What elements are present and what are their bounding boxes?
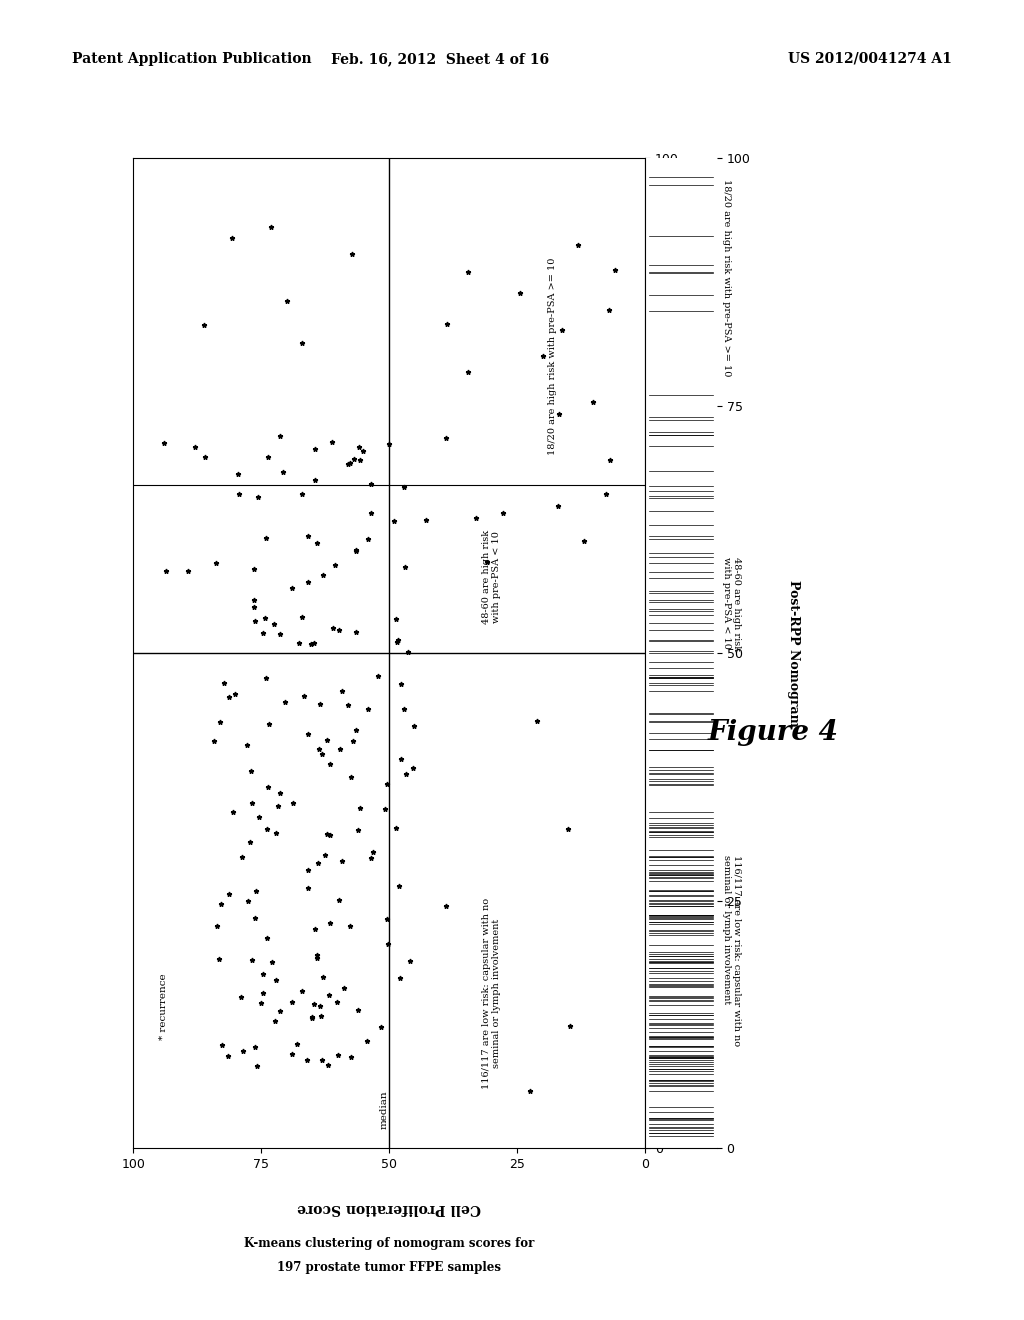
Text: 18/20 are high risk with pre-PSA >= 10: 18/20 are high risk with pre-PSA >= 10 — [722, 178, 731, 376]
Text: Post-RPP Nomogram: Post-RPP Nomogram — [787, 579, 800, 727]
Text: K-means clustering of nomogram scores for: K-means clustering of nomogram scores fo… — [244, 1237, 535, 1250]
Text: US 2012/0041274 A1: US 2012/0041274 A1 — [788, 51, 952, 66]
Text: Feb. 16, 2012  Sheet 4 of 16: Feb. 16, 2012 Sheet 4 of 16 — [331, 51, 550, 66]
Text: 48-60 are high risk
with pre-PSA < 10: 48-60 are high risk with pre-PSA < 10 — [482, 529, 501, 624]
Text: 18/20 are high risk with pre-PSA >= 10: 18/20 are high risk with pre-PSA >= 10 — [549, 257, 557, 455]
Text: 116/117 are low risk: capsular with no
seminal or lymph involvement: 116/117 are low risk: capsular with no s… — [722, 855, 741, 1045]
Text: median: median — [380, 1090, 388, 1129]
Text: * recurrence: * recurrence — [160, 973, 168, 1040]
Text: 48-60 are high risk
with pre-PSA < 10: 48-60 are high risk with pre-PSA < 10 — [722, 557, 741, 651]
Text: 116/117 are low risk: capsular with no
seminal or lymph involvement: 116/117 are low risk: capsular with no s… — [482, 898, 501, 1089]
Text: Cell Proliferation Score: Cell Proliferation Score — [297, 1201, 481, 1214]
Text: Patent Application Publication: Patent Application Publication — [72, 51, 311, 66]
Text: Figure 4: Figure 4 — [708, 719, 839, 746]
Text: 197 prostate tumor FFPE samples: 197 prostate tumor FFPE samples — [278, 1261, 501, 1274]
